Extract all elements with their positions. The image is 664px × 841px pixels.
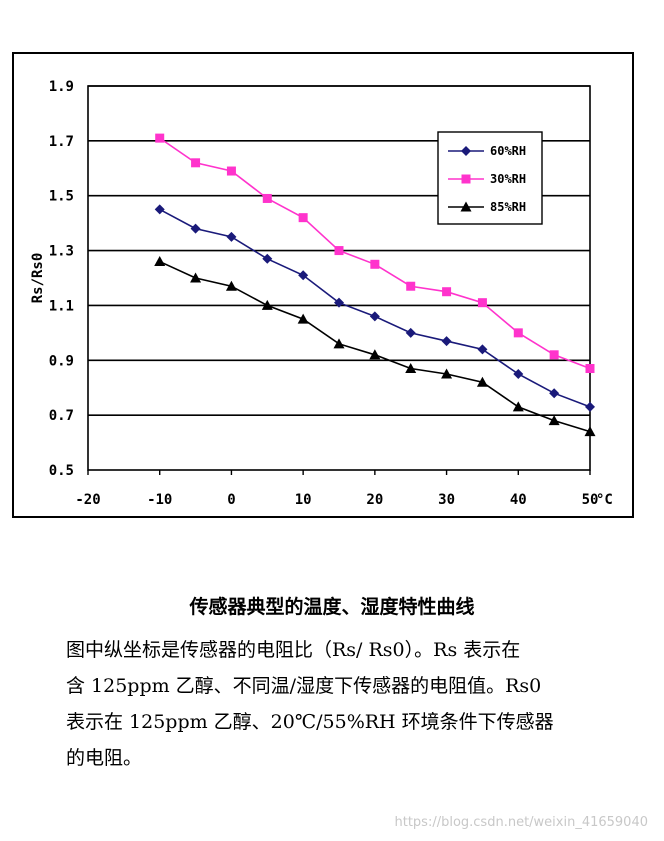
legend: 60%RH 30%RH 85%RH xyxy=(437,131,543,225)
data-point-0-6 xyxy=(369,311,380,322)
data-point-2-10 xyxy=(512,401,524,412)
y-tick-label-7: 1.9 xyxy=(49,79,74,95)
data-point-0-3 xyxy=(262,253,273,264)
data-point-0-10 xyxy=(513,369,524,379)
x-tick-label-5: 30 xyxy=(438,492,455,508)
legend-marker-0 xyxy=(461,146,471,156)
legend-label-0: 60%RH xyxy=(490,144,526,158)
series-1 xyxy=(155,133,595,374)
data-point-2-6 xyxy=(369,349,381,360)
data-point-0-1 xyxy=(190,223,201,234)
data-point-0-9 xyxy=(477,344,488,355)
data-point-1-6 xyxy=(370,259,380,269)
legend-marker-2 xyxy=(460,201,472,212)
figure-caption: 传感器典型的温度、湿度特性曲线 xyxy=(189,596,475,618)
series-lines xyxy=(154,133,596,437)
chart-frame: 0.5 0.7 0.9 1.1 1.3 1.5 1.7 1.9 -20 -10 0 10 20 30 40 5… xyxy=(12,52,634,518)
y-axis-title: Rs/Rs0 xyxy=(30,253,46,304)
data-point-1-11 xyxy=(549,350,559,360)
series-0 xyxy=(154,204,595,412)
series-line-0 xyxy=(159,208,591,408)
y-tick-label-0: 0.5 xyxy=(49,463,74,479)
data-point-2-9 xyxy=(476,376,488,387)
data-point-1-9 xyxy=(477,298,487,308)
series-line-2 xyxy=(159,260,591,433)
y-tick-label-4: 1.3 xyxy=(49,244,74,260)
x-tick-label-4: 20 xyxy=(366,492,383,508)
watermark-url: https://blog.csdn.net/weixin_41659040 xyxy=(394,815,648,830)
chart-svg: 0.5 0.7 0.9 1.1 1.3 1.5 1.7 1.9 -20 -10 0 10 20 30 40 5… xyxy=(30,79,613,508)
data-point-2-7 xyxy=(405,363,417,374)
x-tick-label-2: 0 xyxy=(227,492,235,508)
description-line-3: 表示在 125ppm 乙醇、20℃/55%RH 环境条件下传感器 xyxy=(66,711,554,733)
plot-area-border xyxy=(87,85,591,471)
y-tick-label-6: 1.7 xyxy=(49,134,74,150)
data-point-1-10 xyxy=(513,328,523,338)
data-point-2-4 xyxy=(297,313,309,324)
y-tick-label-5: 1.5 xyxy=(49,189,74,205)
data-point-0-5 xyxy=(334,297,344,308)
data-point-2-8 xyxy=(441,368,453,379)
data-point-1-8 xyxy=(442,287,452,297)
data-point-2-3 xyxy=(261,299,273,310)
x-tick-label-6: 40 xyxy=(510,492,527,508)
data-point-1-0 xyxy=(155,133,165,143)
data-point-1-4 xyxy=(298,213,308,223)
x-tick-label-0: -20 xyxy=(75,492,100,508)
x-unit-label: °C xyxy=(596,492,613,508)
data-point-0-11 xyxy=(549,388,560,399)
axes: 0.5 0.7 0.9 1.1 1.3 1.5 1.7 1.9 -20 -10 0 10 20 30 40 5… xyxy=(30,79,613,508)
series-2 xyxy=(154,256,596,437)
data-point-2-11 xyxy=(548,415,560,426)
data-point-0-12 xyxy=(585,401,595,412)
description-text: 图中纵坐标是传感器的电阻比（Rs/ Rs0）。Rs 表示在 含 125ppm 乙… xyxy=(66,632,626,776)
data-point-2-2 xyxy=(225,280,237,291)
data-point-2-12 xyxy=(584,426,596,437)
data-point-0-7 xyxy=(405,327,416,338)
data-point-1-1 xyxy=(191,158,201,168)
y-tick-label-3: 1.1 xyxy=(49,298,74,314)
data-point-0-2 xyxy=(226,231,237,242)
y-tick-label-2: 0.9 xyxy=(49,353,74,369)
legend-label-1: 30%RH xyxy=(490,172,526,186)
description-line-2: 含 125ppm 乙醇、不同温/湿度下传感器的电阻值。Rs0 xyxy=(66,675,542,697)
legend-marker-1 xyxy=(461,174,471,184)
description-line-4: 的电阻。 xyxy=(66,747,143,769)
description-line-1: 图中纵坐标是传感器的电阻比（Rs/ Rs0）。Rs 表示在 xyxy=(66,639,521,661)
data-point-1-5 xyxy=(334,246,344,256)
data-point-1-3 xyxy=(262,193,272,203)
x-tick-label-3: 10 xyxy=(295,492,312,508)
data-point-2-1 xyxy=(190,272,202,283)
data-point-1-7 xyxy=(406,281,416,291)
data-point-2-5 xyxy=(333,338,345,349)
legend-box xyxy=(437,131,543,225)
x-tick-label-7: 50 xyxy=(582,492,599,508)
data-point-0-8 xyxy=(441,336,452,347)
data-point-1-12 xyxy=(585,364,595,374)
data-point-2-0 xyxy=(154,256,166,267)
legend-label-2: 85%RH xyxy=(490,200,526,214)
x-tick-label-1: -10 xyxy=(147,492,172,508)
data-point-0-4 xyxy=(298,270,309,281)
y-tick-label-1: 0.7 xyxy=(49,408,74,424)
data-point-1-2 xyxy=(226,166,236,176)
data-point-0-0 xyxy=(154,204,165,215)
